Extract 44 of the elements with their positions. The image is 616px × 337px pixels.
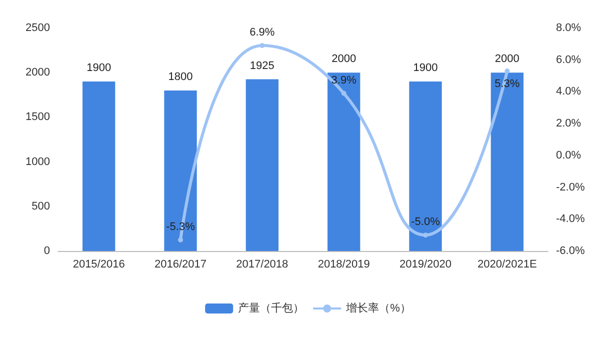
data-label: 1925 bbox=[250, 60, 274, 72]
legend-label: 产量（千包） bbox=[238, 302, 304, 314]
point bbox=[260, 43, 265, 48]
x-tick-label: 2020/2021E bbox=[477, 258, 537, 270]
bar bbox=[328, 72, 360, 251]
data-label: 2000 bbox=[332, 53, 356, 66]
x-tick-label: 2018/2019 bbox=[318, 258, 370, 270]
y-tick-label: 1000 bbox=[26, 156, 50, 168]
x-tick-label: 2015/2016 bbox=[72, 258, 125, 270]
bar bbox=[82, 82, 116, 251]
bar bbox=[164, 90, 197, 251]
y2-tick-label: 2.0% bbox=[556, 118, 582, 130]
x-tick-label: 2016/2017 bbox=[154, 258, 206, 270]
y2-tick-label: -6.0% bbox=[556, 245, 585, 257]
y-tick-label: 2500 bbox=[26, 22, 50, 34]
point bbox=[504, 68, 510, 74]
data-label: 1900 bbox=[413, 62, 438, 74]
data-label: 2000 bbox=[494, 53, 520, 66]
y-tick-label: 500 bbox=[32, 200, 50, 212]
data-label: 3.9% bbox=[331, 74, 357, 86]
point bbox=[341, 90, 346, 96]
y2-tick-label: -4.0% bbox=[556, 213, 585, 226]
y2-tick-label: 8.0% bbox=[556, 22, 582, 34]
y2-tick-label: 6.0% bbox=[556, 54, 582, 66]
y-tick-label: 2000 bbox=[26, 66, 50, 79]
point bbox=[423, 232, 428, 238]
data-label: 5.3% bbox=[494, 78, 520, 90]
data-label: 1800 bbox=[168, 70, 193, 83]
y2-tick-label: 4.0% bbox=[556, 86, 582, 98]
data-label: 6.9% bbox=[250, 26, 275, 39]
x-tick-label: 2019/2020 bbox=[400, 258, 452, 270]
data-label: 1900 bbox=[86, 62, 112, 74]
x-tick-label: 2017/2018 bbox=[236, 258, 288, 270]
bar bbox=[409, 82, 442, 251]
data-label: -5.0% bbox=[411, 216, 440, 228]
y-tick-label: 1500 bbox=[26, 111, 50, 124]
legend-label: 增长率（%） bbox=[345, 302, 411, 314]
point bbox=[178, 237, 183, 242]
y2-tick-label: -2.0% bbox=[556, 181, 585, 194]
y2-tick-label: 0.0% bbox=[556, 149, 582, 162]
data-label: -5.3% bbox=[166, 220, 196, 233]
bar bbox=[246, 79, 278, 251]
y-tick-label: 0 bbox=[44, 245, 50, 257]
bar bbox=[490, 72, 524, 251]
